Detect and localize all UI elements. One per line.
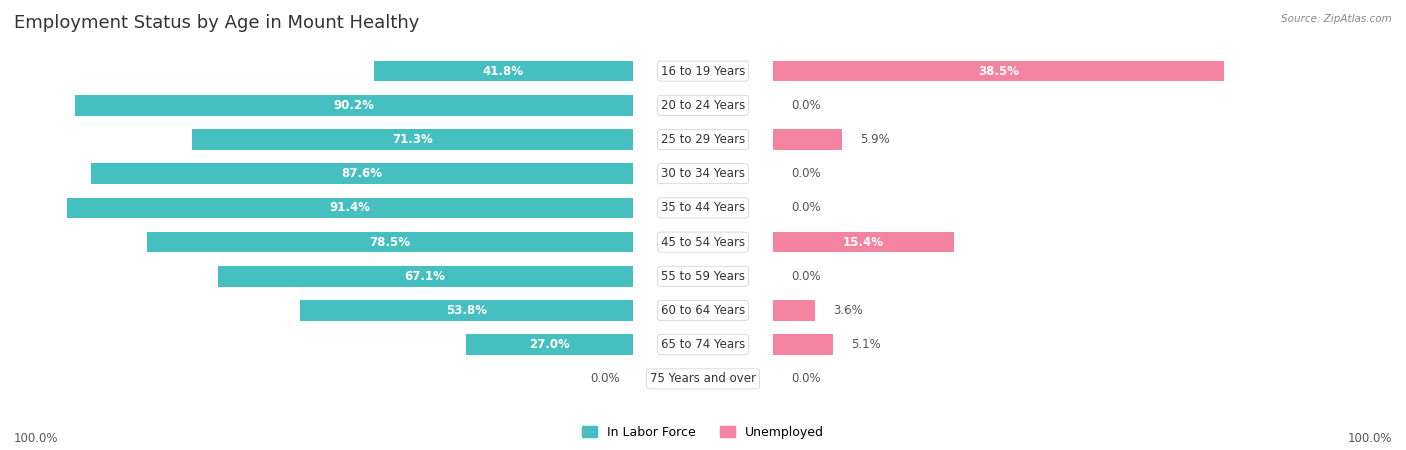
Bar (0, 225, 773, 259)
Text: 100.0%: 100.0% (14, 432, 59, 445)
Text: 25 to 29 Years: 25 to 29 Years (661, 133, 745, 146)
Text: 35 to 44 Years: 35 to 44 Years (661, 202, 745, 214)
Text: 41.8%: 41.8% (482, 65, 524, 77)
Text: 20 to 24 Years: 20 to 24 Years (661, 99, 745, 112)
Text: 45 to 54 Years: 45 to 54 Years (661, 236, 745, 248)
Bar (148, 232, 633, 252)
Bar (0, 328, 773, 362)
Text: 30 to 34 Years: 30 to 34 Years (661, 167, 745, 180)
Bar (633, 191, 1406, 225)
Bar (633, 54, 1406, 88)
Text: 15.4%: 15.4% (844, 236, 884, 248)
Text: 5.1%: 5.1% (851, 338, 880, 351)
Text: 65 to 74 Years: 65 to 74 Years (661, 338, 745, 351)
Bar (633, 225, 1406, 259)
Bar (633, 328, 1406, 362)
Text: 71.3%: 71.3% (392, 133, 433, 146)
Bar (75, 95, 633, 116)
Bar (773, 129, 842, 150)
Text: 75 Years and over: 75 Years and over (650, 373, 756, 385)
Bar (91, 163, 633, 184)
Bar (633, 157, 1406, 191)
Text: 0.0%: 0.0% (792, 202, 821, 214)
Bar (0, 259, 773, 293)
Bar (0, 122, 773, 157)
Text: 5.9%: 5.9% (860, 133, 890, 146)
Bar (191, 129, 633, 150)
Bar (633, 362, 1406, 396)
Bar (0, 293, 773, 328)
Text: 3.6%: 3.6% (832, 304, 863, 317)
Bar (633, 293, 1406, 328)
Text: 27.0%: 27.0% (529, 338, 569, 351)
Bar (374, 61, 633, 81)
Text: Employment Status by Age in Mount Healthy: Employment Status by Age in Mount Health… (14, 14, 419, 32)
Bar (773, 300, 815, 321)
Text: 78.5%: 78.5% (370, 236, 411, 248)
Text: 60 to 64 Years: 60 to 64 Years (661, 304, 745, 317)
Bar (633, 88, 1406, 122)
Bar (0, 88, 773, 122)
Bar (773, 61, 1225, 81)
Text: 55 to 59 Years: 55 to 59 Years (661, 270, 745, 283)
Bar (0, 54, 773, 88)
Bar (0, 191, 773, 225)
Text: 100.0%: 100.0% (1347, 432, 1392, 445)
Text: 67.1%: 67.1% (405, 270, 446, 283)
Text: 0.0%: 0.0% (591, 373, 620, 385)
Text: 0.0%: 0.0% (792, 373, 821, 385)
Text: 87.6%: 87.6% (342, 167, 382, 180)
Text: 0.0%: 0.0% (792, 99, 821, 112)
Text: 53.8%: 53.8% (446, 304, 486, 317)
Text: 16 to 19 Years: 16 to 19 Years (661, 65, 745, 77)
Bar (299, 300, 633, 321)
Bar (218, 266, 633, 287)
Bar (465, 334, 633, 355)
Legend: In Labor Force, Unemployed: In Labor Force, Unemployed (576, 421, 830, 444)
Text: 0.0%: 0.0% (792, 270, 821, 283)
Bar (773, 334, 832, 355)
Bar (633, 122, 1406, 157)
Bar (67, 198, 633, 218)
Text: Source: ZipAtlas.com: Source: ZipAtlas.com (1281, 14, 1392, 23)
Text: 38.5%: 38.5% (979, 65, 1019, 77)
Text: 90.2%: 90.2% (333, 99, 374, 112)
Bar (773, 232, 953, 252)
Bar (0, 362, 773, 396)
Bar (633, 259, 1406, 293)
Bar (0, 157, 773, 191)
Text: 0.0%: 0.0% (792, 167, 821, 180)
Text: 91.4%: 91.4% (329, 202, 371, 214)
